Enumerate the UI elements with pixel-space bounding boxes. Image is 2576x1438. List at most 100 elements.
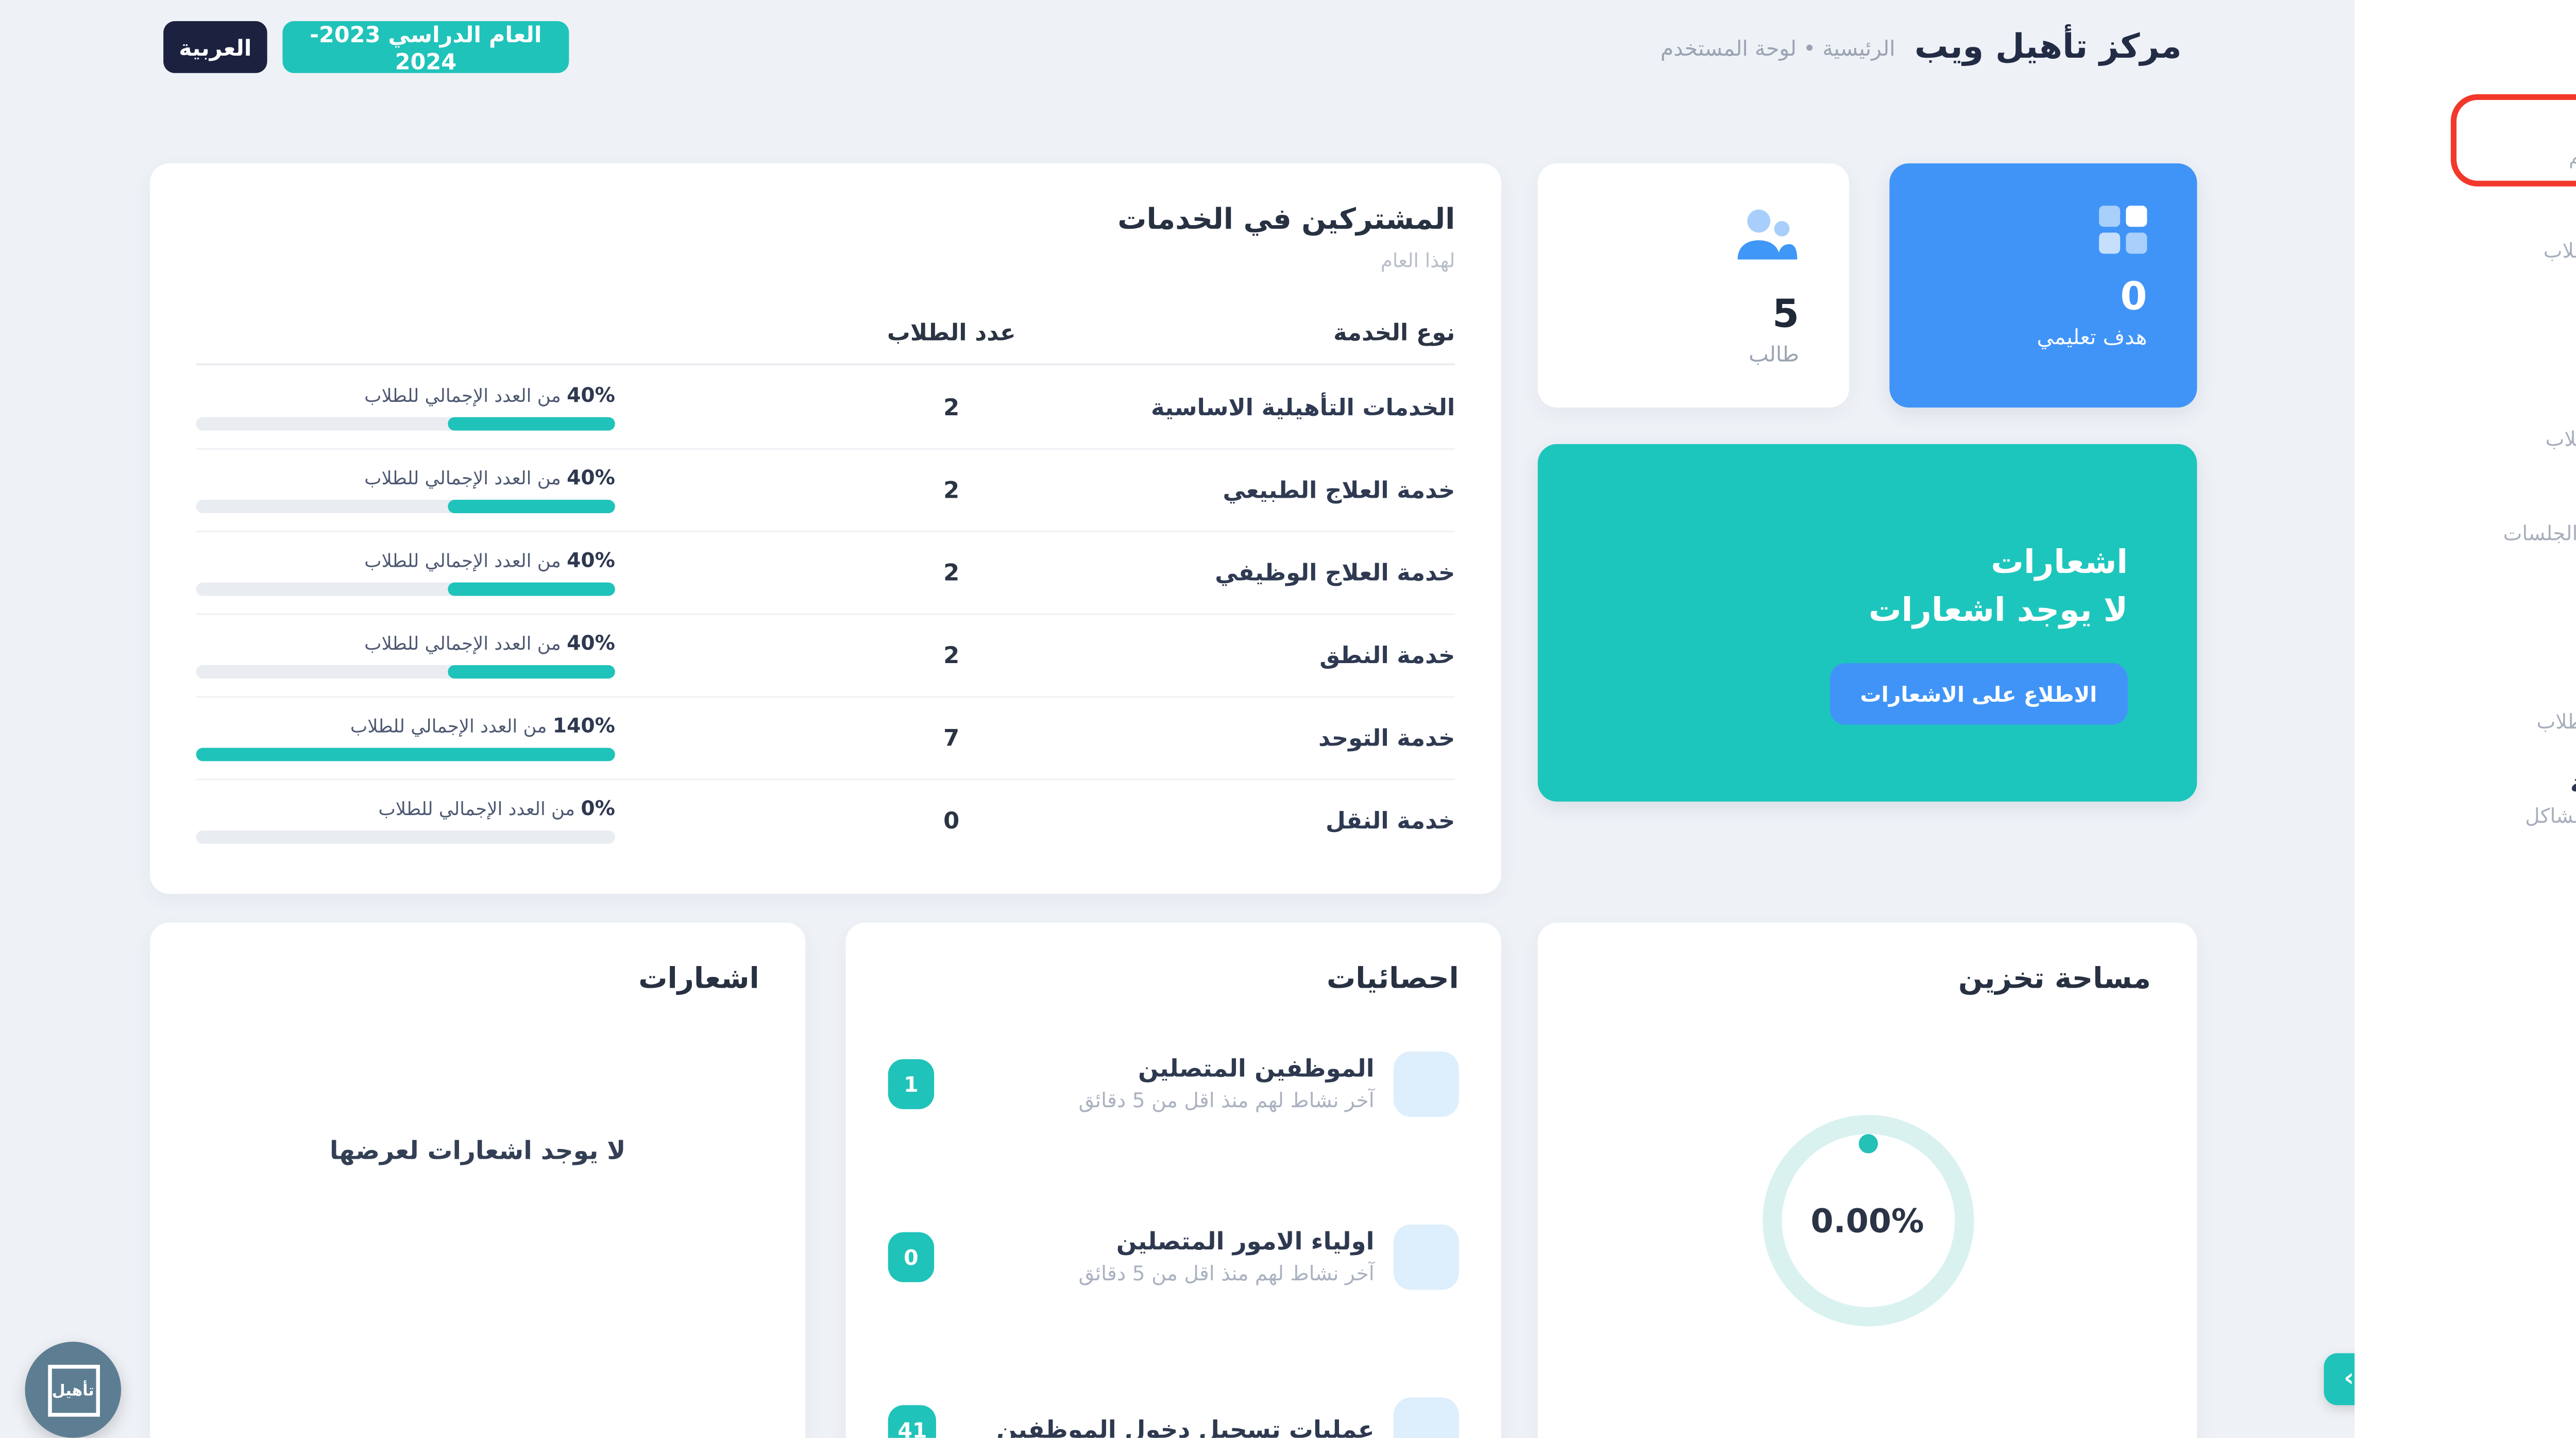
chat-widget-button[interactable]: تأهيل xyxy=(25,1342,122,1438)
language-button[interactable]: العربية xyxy=(163,21,267,73)
service-table-row: خدمة النقل 0 0% من العدد الإجمالي للطلاب xyxy=(196,779,1455,861)
stat-item-badge: 1 xyxy=(888,1059,935,1109)
stat-item-badge: 0 xyxy=(888,1232,935,1282)
service-student-count: 2 xyxy=(943,393,960,420)
sidebar-title: القائمة الرئيسية xyxy=(2354,39,2576,73)
service-name: خدمة التوحد xyxy=(1318,724,1455,752)
sidebar-menu-panel: القائمة الرئيسية الطلاب قائمة الطلاب وبي… xyxy=(2354,0,2576,1438)
statistics-item: الموظفين المتصلين آخر نشاط لهم منذ اقل م… xyxy=(888,1051,1459,1117)
sidebar-menu-items: الطلاب قائمة الطلاب وبياناتهم حضور الطلا… xyxy=(2354,94,2576,873)
students-count-card: 5 طالب xyxy=(1537,163,1850,408)
sidebar-item-columns[interactable]: التقييمات لوحة تقييمات الطلاب xyxy=(2451,282,2576,375)
service-percent-cell: 40% من العدد الإجمالي للطلاب xyxy=(196,632,615,679)
sidebar-item-command[interactable]: ⌘ تعديل سلوك لوحة تعديل سلوك الطلاب xyxy=(2451,659,2576,752)
service-table-row: خدمة العلاج الوظيفي 2 40% من العدد الإجم… xyxy=(196,530,1455,613)
chat-widget-logo: تأهيل xyxy=(47,1364,99,1416)
service-percent-cell: 40% من العدد الإجمالي للطلاب xyxy=(196,383,615,430)
service-name: خدمة النقل xyxy=(1326,807,1455,835)
service-progress-track xyxy=(196,416,615,430)
statistics-card-title: احصائيات xyxy=(1326,961,1459,996)
storage-card: مساحة تخزين 0.00% xyxy=(1537,922,2197,1438)
service-progress-fill xyxy=(447,665,615,679)
page-title: مركز تأهيل ويب xyxy=(1914,28,2182,67)
storage-card-title: مساحة تخزين xyxy=(1958,961,2151,996)
service-progress-fill xyxy=(196,748,615,762)
notifications-card: اشعارات لا يوجد اشعارات لعرضها xyxy=(150,922,806,1438)
service-student-count: 2 xyxy=(943,642,960,669)
service-progress-track xyxy=(196,665,615,679)
sidebar-item-sublabel: لوحة توزيع الطلاب xyxy=(2470,615,2576,642)
service-percent-cell: 40% من العدد الإجمالي للطلاب xyxy=(196,550,615,596)
service-percent-cell: 0% من العدد الإجمالي للطلاب xyxy=(196,798,615,844)
service-progress-track xyxy=(196,830,615,844)
service-table-row: خدمة العلاج الطبيعي 2 40% من العدد الإجم… xyxy=(196,448,1455,530)
sidebar-item-label: الحالات الخاصة xyxy=(2470,769,2576,801)
sidebar-item-label: حضور الطلاب xyxy=(2470,204,2576,236)
col-service-type: نوع الخدمة xyxy=(1333,319,1455,346)
service-student-count: 7 xyxy=(943,724,960,752)
sidebar-item-table[interactable]: الجدول لوحة ادارة الجداول والجلسات xyxy=(2451,471,2576,563)
service-progress-fill xyxy=(447,500,615,514)
sidebar-item-label: توزيع الطلاب xyxy=(2470,581,2576,613)
service-percent-value: 40% xyxy=(567,383,615,407)
sidebar-item-sublabel: لوحة تعديل سلوك الطلاب xyxy=(2536,711,2576,735)
sidebar: القائمة الرئيسية الطلاب قائمة الطلاب وبي… xyxy=(2354,0,2576,1438)
sidebar-item-label: الطلاب xyxy=(2470,110,2576,142)
banner-title: اشعارات xyxy=(1991,544,2128,583)
sidebar-item-person[interactable]: الطلاب قائمة الطلاب وبياناتهم xyxy=(2450,94,2576,187)
service-name: خدمة العلاج الوظيفي xyxy=(1215,559,1455,586)
sidebar-item-sublabel: قائمة الطلاب لديهم مشاكل سلوكية xyxy=(2525,805,2576,829)
sidebar-item-bolt[interactable]: الحالات الخاصة قائمة الطلاب لديهم مشاكل … xyxy=(2451,754,2576,871)
sidebar-item-sublabel: قائمة الطلاب وبياناتهم xyxy=(2470,144,2576,171)
services-card-title: المشتركين في الخدمات xyxy=(1117,201,1455,236)
statistics-item: عمليات تسجيل دخول الموظفين 41 xyxy=(888,1397,1459,1438)
stat-item-badge: 41 xyxy=(888,1405,937,1438)
service-percent-value: 40% xyxy=(567,550,615,573)
stat-item-title: عمليات تسجيل دخول الموظفين xyxy=(996,1414,1375,1438)
topbar: مركز تأهيل ويب الرئيسية • لوحة المستخدم xyxy=(1660,0,2182,96)
sidebar-item-list[interactable]: حضور الطلاب لوحة ادارة حضور الطلاب xyxy=(2451,189,2576,281)
service-name: الخدمات التأهيلية الاساسية xyxy=(1151,393,1455,420)
notifications-empty-text: لا يوجد اشعارات لعرضها xyxy=(329,1138,626,1167)
service-name: خدمة النطق xyxy=(1319,642,1455,669)
view-notifications-button[interactable]: الاطلاع على الاشعارات xyxy=(1829,663,2128,725)
sidebar-item-sublabel: لوحة ادارة خطط الطلاب xyxy=(2545,428,2576,452)
sidebar-item-label: الجدول xyxy=(2470,486,2576,519)
services-table-header: نوع الخدمة عدد الطلاب xyxy=(196,319,1455,365)
sidebar-item-sublabel: لوحة تقييمات الطلاب xyxy=(2470,332,2576,359)
notifications-banner: اشعارات لا يوجد اشعارات الاطلاع على الاش… xyxy=(1537,444,2197,802)
grid-icon xyxy=(2099,206,2147,254)
notifications-card-title: اشعارات xyxy=(638,961,759,996)
service-percent-label: من العدد الإجمالي للطلاب xyxy=(364,469,561,490)
main-area: مركز تأهيل ويب الرئيسية • لوحة المستخدم … xyxy=(150,0,2374,1438)
sidebar-item-label: تعديل سلوك xyxy=(2470,675,2576,707)
services-table-body: الخدمات التأهيلية الاساسية 2 40% من العد… xyxy=(196,365,1455,861)
sidebar-item-file[interactable]: الخطط لوحة ادارة خطط الطلاب xyxy=(2451,377,2576,469)
service-name: خدمة العلاج الطبيعي xyxy=(1223,477,1455,504)
service-table-row: خدمة التوحد 7 140% من العدد الإجمالي للط… xyxy=(196,696,1455,779)
service-progress-track xyxy=(196,748,615,762)
academic-year-button[interactable]: العام الدراسي 2023-2024 xyxy=(282,20,569,74)
col-student-count: عدد الطلاب xyxy=(887,319,1016,346)
service-table-row: الخدمات التأهيلية الاساسية 2 40% من العد… xyxy=(196,365,1455,448)
service-percent-label: من العدد الإجمالي للطلاب xyxy=(350,717,547,738)
sidebar-item-label: الخطط xyxy=(2470,392,2576,425)
sidebar-item-sublabel: لوحة ادارة الجداول والجلسات xyxy=(2503,522,2576,546)
sidebar-item-arrow[interactable]: توزيع الطلاب لوحة توزيع الطلاب xyxy=(2451,565,2576,657)
sidebar-item-sublabel: لوحة ادارة حضور الطلاب xyxy=(2543,240,2576,264)
educational-goals-card: 0 هدف تعليمي xyxy=(1889,163,2197,408)
service-student-count: 0 xyxy=(943,807,960,835)
stat-icon xyxy=(1393,1397,1459,1438)
service-table-row: خدمة النطق 2 40% من العدد الإجمالي للطلا… xyxy=(196,613,1455,696)
service-student-count: 2 xyxy=(943,477,960,504)
breadcrumb: الرئيسية • لوحة المستخدم xyxy=(1660,36,1895,61)
students-count-value: 5 xyxy=(1772,290,1800,336)
students-people-icon xyxy=(1730,206,1799,271)
statistics-item: اولياء الامور المتصلين آخر نشاط لهم منذ … xyxy=(888,1224,1459,1290)
service-percent-cell: 140% من العدد الإجمالي للطلاب xyxy=(196,715,615,762)
service-progress-track xyxy=(196,500,615,514)
services-card-subtitle: لهذا العام xyxy=(1380,251,1455,273)
stat-item-subtitle: آخر نشاط لهم منذ اقل من 5 دقائق xyxy=(1078,1090,1375,1113)
storage-percent-value: 0.00% xyxy=(1810,1203,1924,1242)
